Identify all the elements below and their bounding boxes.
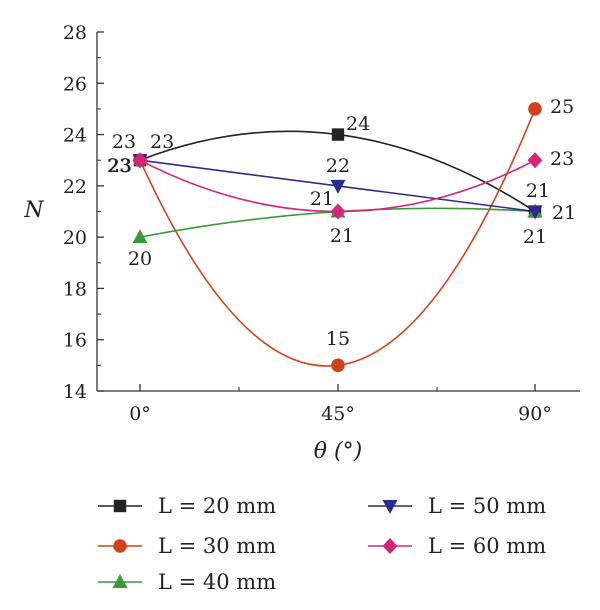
legend-marker — [382, 500, 398, 514]
legend-item: L = 60 mm — [368, 534, 546, 558]
legend: L = 20 mm L = 30 mm L = 40 mm L = 50 mm L = … — [98, 494, 546, 594]
data-label: 15 — [326, 328, 350, 350]
series-4-point — [527, 205, 543, 220]
data-label: 21 — [526, 180, 550, 202]
y-tick-label: 22 — [63, 176, 87, 198]
series-markers — [132, 102, 543, 373]
legend-item: L = 40 mm — [98, 570, 276, 594]
series-1-point — [331, 128, 345, 141]
data-label: 25 — [550, 96, 574, 118]
data-label: 21 — [523, 226, 547, 248]
x-tick-label: 90° — [518, 403, 552, 425]
legend-label: L = 50 mm — [428, 494, 546, 518]
y-tick-label: 26 — [63, 73, 87, 95]
data-label: 23 — [150, 131, 174, 153]
legend-label: L = 60 mm — [428, 534, 546, 558]
series-2-point — [528, 102, 542, 116]
data-label: 23 — [108, 155, 132, 177]
data-label: 23 — [550, 148, 574, 170]
x-tick-label: 45° — [321, 403, 355, 425]
legend-marker — [382, 538, 398, 554]
legend-item: L = 20 mm — [98, 494, 276, 518]
y-tick-label: 24 — [63, 125, 87, 147]
data-label: 22 — [326, 155, 350, 177]
series-5-point — [330, 203, 346, 220]
y-tick-label: 14 — [63, 381, 87, 403]
legend-label: L = 40 mm — [158, 570, 276, 594]
data-label: 23 — [112, 131, 136, 153]
y-tick-label: 16 — [63, 330, 87, 352]
data-label: 21 — [330, 225, 354, 247]
x-tick-label: 0° — [129, 403, 151, 425]
y-tick-label: 18 — [63, 278, 87, 300]
data-label: 23 — [107, 155, 131, 177]
legend-marker — [113, 499, 127, 513]
legend-item: L = 50 mm — [368, 494, 546, 518]
series-5-point — [527, 152, 543, 169]
chart-axes: 14 16 18 20 22 24 26 28 0° 45° 90° θ (°) N — [23, 22, 580, 464]
series-5-point — [132, 152, 148, 169]
legend-label: L = 30 mm — [158, 534, 276, 558]
y-axis-title: N — [23, 198, 44, 223]
legend-label: L = 20 mm — [158, 494, 276, 518]
series-2-point — [331, 358, 345, 373]
legend-item: L = 30 mm — [98, 534, 276, 558]
data-label: 24 — [346, 113, 370, 135]
legend-marker — [112, 574, 128, 588]
series-4-point — [330, 179, 346, 194]
y-tick-label: 20 — [63, 227, 87, 249]
y-tick-label: 28 — [63, 22, 87, 44]
data-label: 21 — [552, 202, 576, 224]
x-axis-title: θ (°) — [314, 439, 362, 464]
data-label: 20 — [128, 248, 152, 270]
series-3-point — [132, 229, 148, 244]
legend-marker — [113, 539, 127, 553]
data-label: 21 — [310, 188, 334, 210]
